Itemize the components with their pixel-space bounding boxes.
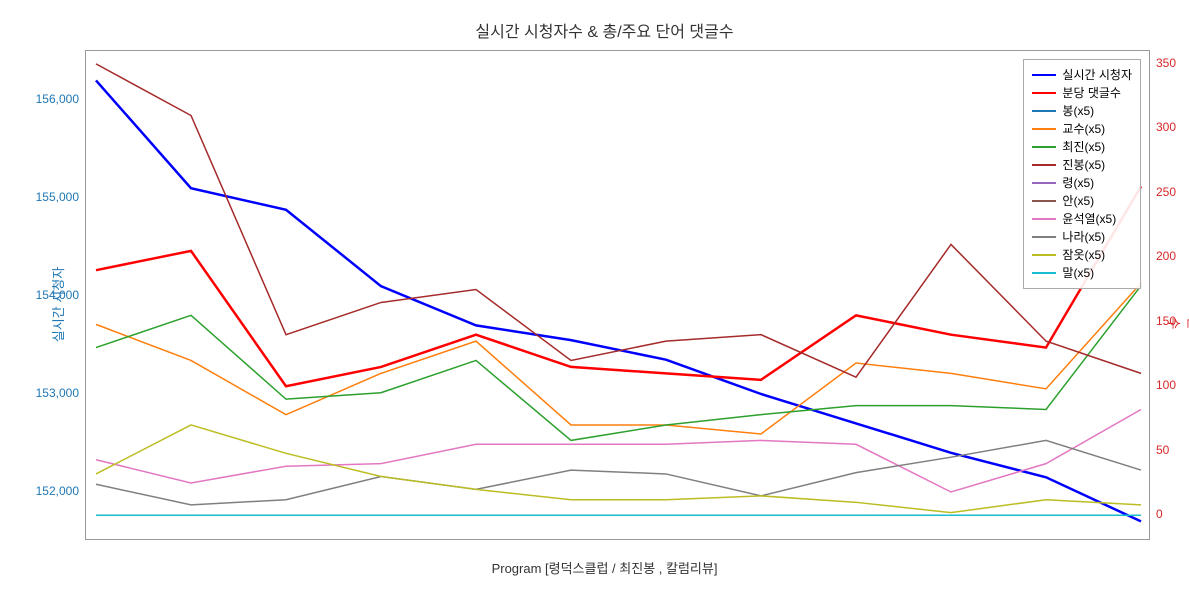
legend-swatch xyxy=(1032,110,1056,112)
chart-container: 실시간 시청자수 & 총/주요 단어 댓글수 실시간 시청자분당 댓글수봉(x5… xyxy=(10,10,1189,602)
legend-item: 잠옷(x5) xyxy=(1032,246,1132,264)
y1-axis-label: 실시간 시청자 xyxy=(48,267,67,342)
legend-swatch xyxy=(1032,272,1056,274)
legend: 실시간 시청자분당 댓글수봉(x5)교수(x5)최진(x5)진봉(x5)령(x5… xyxy=(1023,59,1141,289)
series-line xyxy=(96,64,1141,377)
legend-item: 안(x5) xyxy=(1032,192,1132,210)
legend-item: 령(x5) xyxy=(1032,174,1132,192)
legend-label: 말(x5) xyxy=(1062,264,1094,282)
y1-tick-label: 156,000 xyxy=(36,92,79,106)
y2-tick-label: 150 xyxy=(1156,314,1176,328)
chart-title: 실시간 시청자수 & 총/주요 단어 댓글수 xyxy=(10,10,1189,42)
legend-label: 윤석열(x5) xyxy=(1062,210,1116,228)
legend-swatch xyxy=(1032,74,1056,77)
legend-label: 진봉(x5) xyxy=(1062,156,1105,174)
legend-label: 실시간 시청자 xyxy=(1062,66,1132,84)
legend-swatch xyxy=(1032,200,1056,202)
y2-tick-label: 300 xyxy=(1156,120,1176,134)
legend-item: 진봉(x5) xyxy=(1032,156,1132,174)
y2-tick-label: 200 xyxy=(1156,249,1176,263)
y1-tick-label: 152,000 xyxy=(36,484,79,498)
legend-item: 봉(x5) xyxy=(1032,102,1132,120)
legend-label: 나라(x5) xyxy=(1062,228,1105,246)
legend-swatch xyxy=(1032,182,1056,184)
legend-swatch xyxy=(1032,236,1056,238)
series-line xyxy=(96,286,1141,441)
legend-item: 교수(x5) xyxy=(1032,120,1132,138)
legend-item: 분당 댓글수 xyxy=(1032,84,1132,102)
legend-label: 교수(x5) xyxy=(1062,120,1105,138)
series-line xyxy=(96,283,1141,434)
legend-label: 최진(x5) xyxy=(1062,138,1105,156)
series-line xyxy=(96,186,1141,386)
legend-item: 윤석열(x5) xyxy=(1032,210,1132,228)
legend-label: 령(x5) xyxy=(1062,174,1094,192)
legend-label: 안(x5) xyxy=(1062,192,1094,210)
legend-swatch xyxy=(1032,254,1056,256)
legend-label: 봉(x5) xyxy=(1062,102,1094,120)
chart-lines xyxy=(86,51,1151,541)
x-axis-label: Program [령덕스클럽 / 최진봉 , 칼럼리뷰] xyxy=(10,558,1189,577)
legend-label: 분당 댓글수 xyxy=(1062,84,1121,102)
series-line xyxy=(96,425,1141,513)
legend-swatch xyxy=(1032,128,1056,130)
legend-swatch xyxy=(1032,92,1056,95)
y2-tick-label: 250 xyxy=(1156,185,1176,199)
legend-swatch xyxy=(1032,164,1056,166)
y2-tick-label: 50 xyxy=(1156,443,1169,457)
series-line xyxy=(96,80,1141,521)
plot-area: 실시간 시청자분당 댓글수봉(x5)교수(x5)최진(x5)진봉(x5)령(x5… xyxy=(85,50,1150,540)
y2-tick-label: 100 xyxy=(1156,378,1176,392)
legend-item: 실시간 시청자 xyxy=(1032,66,1132,84)
legend-item: 최진(x5) xyxy=(1032,138,1132,156)
y1-tick-label: 155,000 xyxy=(36,190,79,204)
legend-swatch xyxy=(1032,218,1056,220)
y1-tick-label: 154,000 xyxy=(36,288,79,302)
y1-tick-label: 153,000 xyxy=(36,386,79,400)
y2-tick-label: 350 xyxy=(1156,56,1176,70)
legend-label: 잠옷(x5) xyxy=(1062,246,1105,264)
y2-tick-label: 0 xyxy=(1156,507,1163,521)
legend-item: 나라(x5) xyxy=(1032,228,1132,246)
legend-swatch xyxy=(1032,146,1056,148)
legend-item: 말(x5) xyxy=(1032,264,1132,282)
